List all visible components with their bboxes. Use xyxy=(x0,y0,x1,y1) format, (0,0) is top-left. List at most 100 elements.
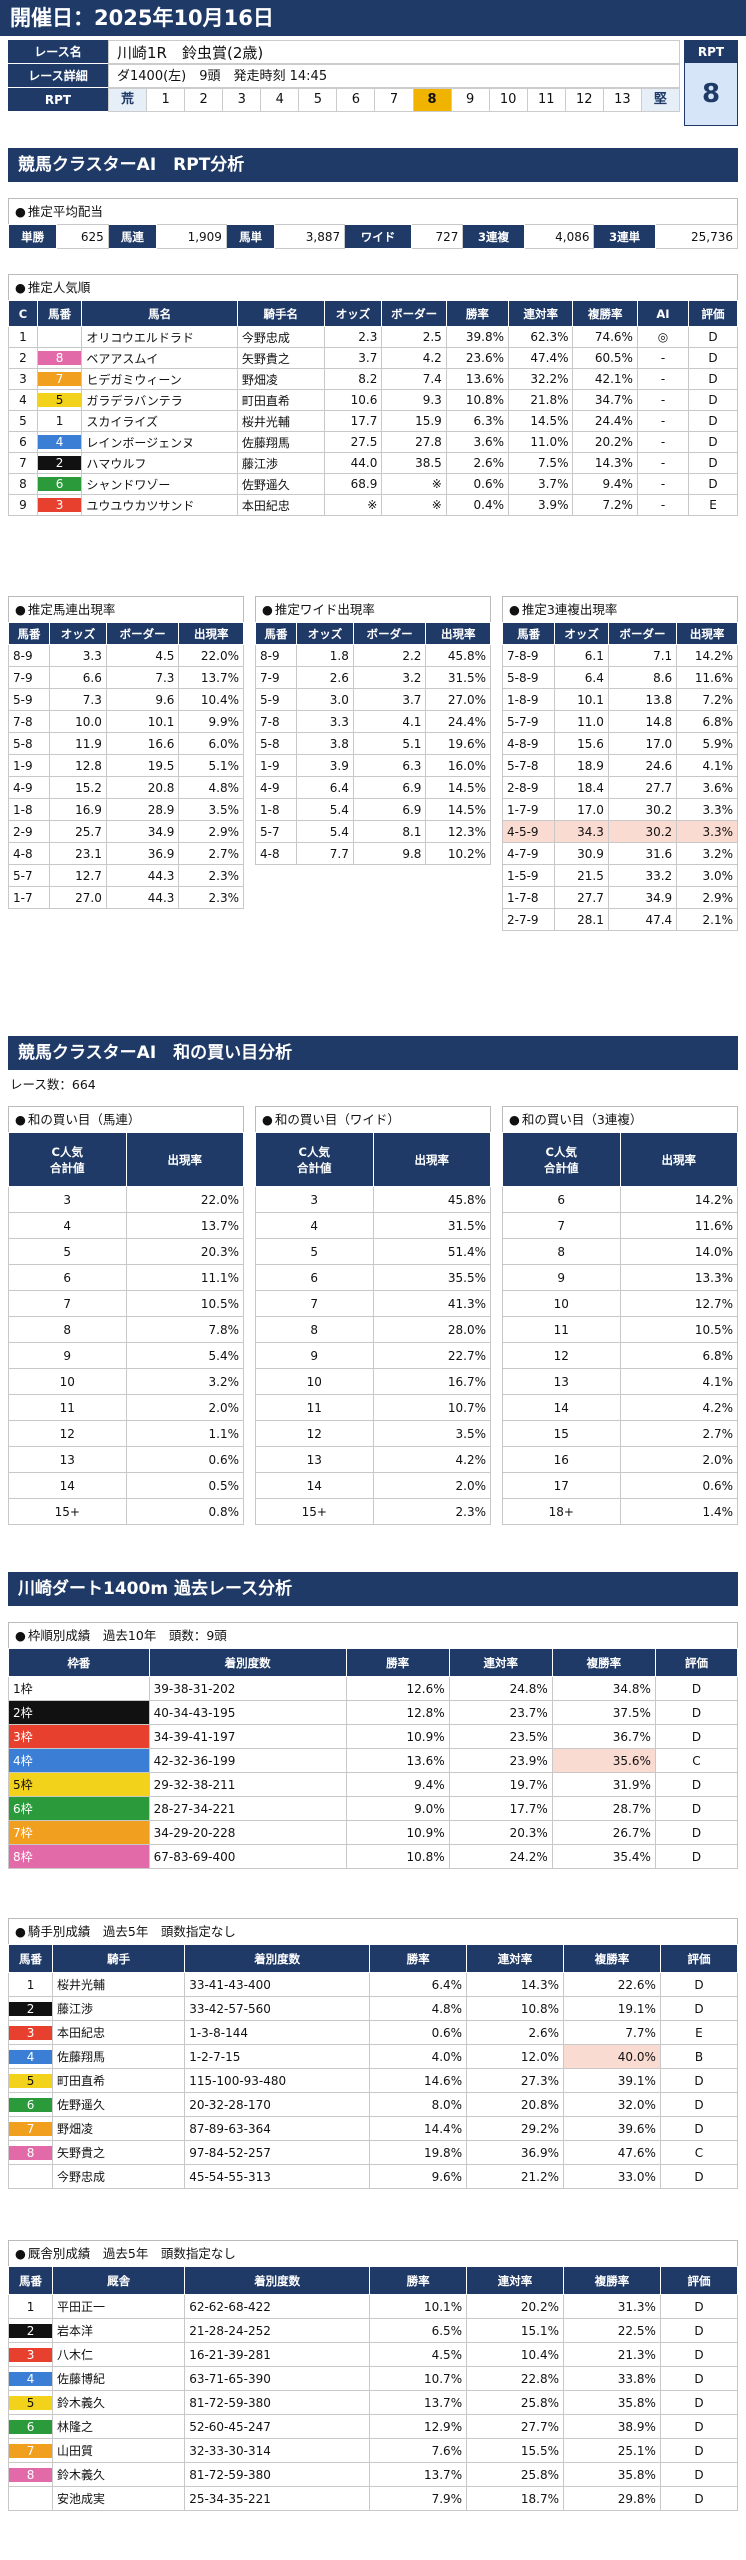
table-row: 2 藤江渉 33-42-57-560 4.8% 10.8% 19.1% D xyxy=(7,1996,739,2021)
horse-number-badge: 4 xyxy=(37,435,82,449)
table-cell: - xyxy=(636,347,690,369)
table-cell: 51.4% xyxy=(372,1238,491,1265)
column-header: オッズ xyxy=(554,622,609,645)
wide-title: 推定ワイド出現率 xyxy=(255,596,491,623)
table-cell: 4 xyxy=(8,1212,127,1239)
table-cell: 10.4% xyxy=(178,688,244,711)
table-row: 1-5-9 21.5 33.2 3.0% xyxy=(501,864,738,887)
table-cell: 12 xyxy=(255,1420,374,1447)
rpt-scale-cell: 9 xyxy=(450,89,489,111)
horse-number: 8 xyxy=(7,2462,54,2487)
table-cell: 13.6% xyxy=(345,1748,450,1773)
table-cell: 18+ xyxy=(502,1498,621,1525)
table-cell: ※ xyxy=(381,473,447,495)
table-cell: 36.9% xyxy=(466,2140,564,2165)
table-cell: 12.6% xyxy=(345,1676,450,1701)
table-cell: 17.7 xyxy=(323,410,383,432)
table-cell: 2.9% xyxy=(178,820,244,843)
payout-title: 推定平均配当 xyxy=(8,198,738,225)
table-cell: 7-9 xyxy=(254,666,298,689)
table-cell: 桜井光輔 xyxy=(236,410,325,432)
waku-label: 3枠 xyxy=(8,1724,150,1749)
table-cell: 0.8% xyxy=(125,1498,244,1525)
table-row: 3 45.8% xyxy=(255,1186,491,1213)
table-cell: スカイライズ xyxy=(81,410,238,432)
table-cell: D xyxy=(654,1676,739,1701)
table-cell: E xyxy=(688,494,738,516)
table-cell: 5.4% xyxy=(125,1342,244,1369)
table-cell: 97-84-52-257 xyxy=(184,2140,371,2165)
sum-wide-table: C人気 合計値 出現率 3 45.8% 4 31.5% 5 51.4% 6 35.5% 7 41.3%… xyxy=(255,1132,491,1525)
rpt-scale-cell: 2 xyxy=(184,89,222,111)
table-row: 2-9 25.7 34.9 2.9% xyxy=(7,820,244,843)
header-row: C 馬番 馬名 騎手名 オッズ ボーダー 勝率 連対率 複勝率 AI 評価 xyxy=(8,300,738,327)
table-cell: 10.5% xyxy=(125,1290,244,1317)
table-cell: 25.8% xyxy=(466,2390,564,2415)
table-cell: 8 xyxy=(255,1316,374,1343)
table-row: 7 2 ハマウルフ 藤江渉 44.0 38.5 2.6% 7.5% 14.3% - D xyxy=(8,452,738,474)
table-cell: 26.7% xyxy=(551,1820,656,1845)
table-row: 1-7-9 17.0 30.2 3.3% xyxy=(501,798,738,821)
table-cell: 8-9 xyxy=(7,644,51,667)
table-cell: 6 xyxy=(255,1264,374,1291)
table-row: 12 1.1% xyxy=(8,1420,244,1447)
table-cell: D xyxy=(659,2318,739,2343)
table-row: 5-9 7.3 9.6 10.4% xyxy=(7,688,244,711)
table-row: 9 安池成実 25-34-35-221 7.9% 18.7% 29.8% D xyxy=(7,2486,739,2511)
table-cell: 2-8-9 xyxy=(501,776,556,799)
table-cell: 11 xyxy=(255,1394,374,1421)
table-cell: 20.2% xyxy=(572,431,638,453)
table-cell: D xyxy=(659,2342,739,2367)
table-cell: 6.9 xyxy=(352,798,427,821)
column-header: 評価 xyxy=(688,300,738,327)
table-cell: 2.6 xyxy=(296,666,354,689)
column-header: ボーダー xyxy=(381,300,447,327)
table-cell: レインボージェンヌ xyxy=(81,431,238,453)
table-cell: 5-8-9 xyxy=(501,666,556,689)
table-cell: 9 xyxy=(502,1264,621,1291)
table-row: 5 20.3% xyxy=(8,1238,244,1265)
column-header: 勝率 xyxy=(369,1944,468,1973)
table-cell: 22.8% xyxy=(466,2366,564,2391)
table-cell: 30.2 xyxy=(607,798,678,821)
table-cell: 12.3% xyxy=(425,820,491,843)
table-cell: 4-9 xyxy=(254,776,298,799)
table-cell: 14.5% xyxy=(425,798,491,821)
table-row: 7-8-9 6.1 7.1 14.2% xyxy=(501,644,738,667)
table-cell: 5-7-8 xyxy=(501,754,556,777)
table-cell: 2.7% xyxy=(619,1420,738,1447)
table-cell: 52-60-45-247 xyxy=(184,2414,371,2439)
table-cell: 34-39-41-197 xyxy=(148,1724,347,1749)
table-row: 7 山田質 32-33-30-314 7.6% 15.5% 25.1% D xyxy=(7,2438,739,2463)
table-cell: 11.6% xyxy=(676,666,738,689)
table-cell: 1-7-8 xyxy=(501,886,556,909)
trainer-title: 厩舎別成績 過去5年 頭数指定なし xyxy=(8,2240,738,2267)
table-cell: 17 xyxy=(502,1472,621,1499)
table-cell: 4 xyxy=(255,1212,374,1239)
table-cell: 3 xyxy=(255,1186,374,1213)
table-row: 4 佐藤博紀 63-71-65-390 10.7% 22.8% 33.8% D xyxy=(7,2366,739,2391)
table-cell: 9.9% xyxy=(178,710,244,733)
table-cell: 44.3 xyxy=(105,886,180,909)
header-row: 馬番 オッズ ボーダー 出現率 xyxy=(254,622,491,645)
table-row: 5-7-9 11.0 14.8 6.8% xyxy=(501,710,738,733)
table-cell: 7 xyxy=(8,1290,127,1317)
table-cell: 13.7% xyxy=(125,1212,244,1239)
table-cell: 1 xyxy=(8,326,38,348)
rpt-scale-cell: 13 xyxy=(602,89,641,111)
table-cell: 18.9 xyxy=(554,754,609,777)
table-cell: 25.1% xyxy=(563,2438,661,2463)
table-cell: D xyxy=(654,1796,739,1821)
table-cell: 4-7-9 xyxy=(501,842,556,865)
horse-number-badge: 4 xyxy=(9,2371,53,2386)
table-cell: 47.4 xyxy=(607,908,678,931)
table-cell: 8.0% xyxy=(369,2092,468,2117)
table-cell: 20.3% xyxy=(125,1238,244,1265)
horse-number-badge: 7 xyxy=(9,2121,53,2136)
header-row: 馬番 オッズ ボーダー 出現率 xyxy=(7,622,244,645)
table-cell: 10.1 xyxy=(554,688,609,711)
table-cell: 20-32-28-170 xyxy=(184,2092,371,2117)
table-row: 7 11.6% xyxy=(502,1212,738,1239)
horse-number: 9 xyxy=(7,2486,54,2511)
table-cell: 8 xyxy=(502,1238,621,1265)
